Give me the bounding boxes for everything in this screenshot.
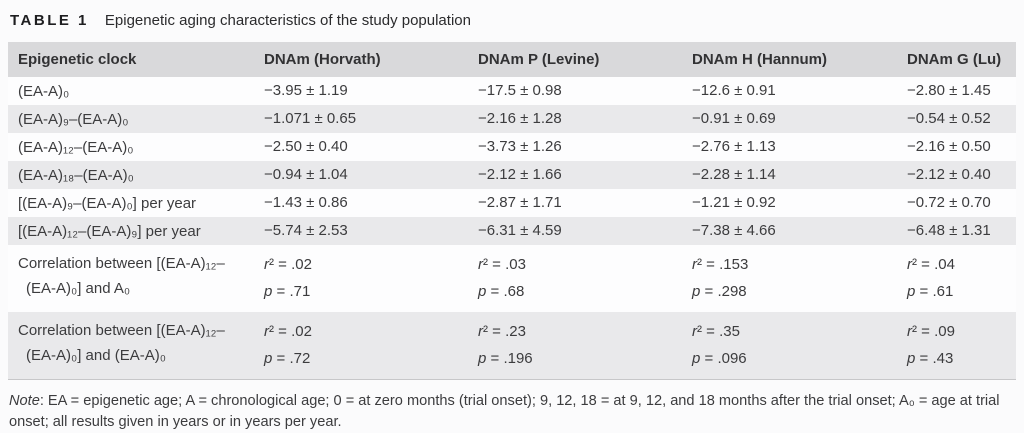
cell-value: −0.54 ± 0.52	[907, 110, 991, 127]
row-label-line: [(EA-A)₁₂–(EA-A)₉] per year	[18, 222, 201, 240]
cell-value: r² = .09 p = .43	[897, 318, 1016, 372]
table-title: Epigenetic aging characteristics of the …	[104, 12, 471, 29]
p-value: p = .298	[692, 283, 747, 300]
row-label-line: (EA-A)₀] and A₀	[26, 280, 131, 297]
p-value: p = .61	[907, 283, 954, 300]
row-label-line: (EA-A)₁₈–(EA-A)₀	[18, 166, 134, 184]
row-label: Correlation between [(EA-A)₁₂– (EA-A)₀] a…	[8, 251, 254, 301]
cell-value: r² = .04 p = .61	[897, 251, 1016, 305]
cell-value: −3.95 ± 1.19	[264, 82, 348, 99]
column-header-epigenetic-clock: Epigenetic clock	[18, 51, 137, 68]
r2-value: r² = .02	[264, 256, 312, 273]
cell-value: −1.21 ± 0.92	[692, 194, 776, 211]
row-label-line: (EA-A)₉–(EA-A)₀	[18, 110, 129, 128]
cell-value: −0.91 ± 0.69	[692, 110, 776, 127]
row-label: (EA-A)₉–(EA-A)₀	[8, 107, 254, 132]
p-value: p = .71	[264, 283, 311, 300]
cell-value: r² = .02 p = .72	[254, 318, 468, 372]
cell-value: −6.31 ± 4.59	[478, 222, 562, 239]
row-label: [(EA-A)₉–(EA-A)₀] per year	[8, 191, 254, 216]
p-value: p = .68	[478, 283, 525, 300]
column-header-dnam-p-levine: DNAm P (Levine)	[478, 51, 600, 68]
column-header-dnam-h-hannum: DNAm H (Hannum)	[692, 51, 827, 68]
table-row: [(EA-A)₉–(EA-A)₀] per year −1.43 ± 0.86 −2…	[8, 189, 1016, 217]
table-row: Correlation between [(EA-A)₁₂– (EA-A)₀] a…	[8, 245, 1016, 312]
note-label: Note	[9, 393, 40, 409]
cell-value: r² = .35 p = .096	[682, 318, 897, 372]
cell-value: r² = .153 p = .298	[682, 251, 897, 305]
table-row: (EA-A)₀ −3.95 ± 1.19 −17.5 ± 0.98 −12.6 ± 0…	[8, 77, 1016, 105]
table-row: (EA-A)₉–(EA-A)₀ −1.071 ± 0.65 −2.16 ± 1.28…	[8, 105, 1016, 133]
cell-value: −2.50 ± 0.40	[264, 138, 348, 155]
cell-value: −2.28 ± 1.14	[692, 166, 776, 183]
data-table: Epigenetic clock DNAm (Horvath) DNAm P (Le…	[8, 42, 1016, 380]
cell-value: −2.16 ± 0.50	[907, 138, 991, 155]
r2-value: r² = .23	[478, 323, 526, 340]
table-row: [(EA-A)₁₂–(EA-A)₉] per year −5.74 ± 2.53 −…	[8, 217, 1016, 245]
cell-value: −5.74 ± 2.53	[264, 222, 348, 239]
column-header-dnam-horvath: DNAm (Horvath)	[264, 51, 381, 68]
r2-value: r² = .04	[907, 256, 955, 273]
cell-value: r² = .23 p = .196	[468, 318, 682, 372]
cell-value: −6.48 ± 1.31	[907, 222, 991, 239]
row-label: (EA-A)₀	[8, 79, 254, 104]
cell-value: −1.43 ± 0.86	[264, 194, 348, 211]
cell-value: r² = .02 p = .71	[254, 251, 468, 305]
row-label-line: [(EA-A)₉–(EA-A)₀] per year	[18, 194, 197, 212]
row-label-line: (EA-A)₁₂–(EA-A)₀	[18, 138, 134, 156]
cell-value: −3.73 ± 1.26	[478, 138, 562, 155]
cell-value: −0.72 ± 0.70	[907, 194, 991, 211]
cell-value: −17.5 ± 0.98	[478, 82, 562, 99]
row-label-line: (EA-A)₀] and (EA-A)₀	[26, 347, 166, 364]
p-value: p = .196	[478, 350, 533, 367]
cell-value: r² = .03 p = .68	[468, 251, 682, 305]
cell-value: −1.071 ± 0.65	[264, 110, 357, 127]
p-value: p = .096	[692, 350, 747, 367]
table-row: Correlation between [(EA-A)₁₂– (EA-A)₀] a…	[8, 312, 1016, 379]
cell-value: −2.80 ± 1.45	[907, 82, 991, 99]
row-label-line: Correlation between [(EA-A)₁₂–	[18, 322, 225, 339]
table-header-row: Epigenetic clock DNAm (Horvath) DNAm P (Le…	[8, 42, 1016, 77]
column-header-dnam-g-lu: DNAm G (Lu)	[907, 51, 1002, 68]
r2-value: r² = .02	[264, 323, 312, 340]
cell-value: −12.6 ± 0.91	[692, 82, 776, 99]
row-label: (EA-A)₁₂–(EA-A)₀	[8, 135, 254, 160]
row-label: Correlation between [(EA-A)₁₂– (EA-A)₀] a…	[8, 318, 254, 368]
row-label: [(EA-A)₁₂–(EA-A)₉] per year	[8, 219, 254, 244]
r2-value: r² = .03	[478, 256, 526, 273]
table-row: (EA-A)₁₈–(EA-A)₀ −0.94 ± 1.04 −2.12 ± 1.66…	[8, 161, 1016, 189]
row-label: (EA-A)₁₈–(EA-A)₀	[8, 163, 254, 188]
row-label-line: Correlation between [(EA-A)₁₂–	[18, 255, 225, 272]
row-label-line: (EA-A)₀	[18, 82, 70, 100]
table-row: (EA-A)₁₂–(EA-A)₀ −2.50 ± 0.40 −3.73 ± 1.26…	[8, 133, 1016, 161]
cell-value: −7.38 ± 4.66	[692, 222, 776, 239]
table-body: (EA-A)₀ −3.95 ± 1.19 −17.5 ± 0.98 −12.6 ± 0…	[8, 77, 1016, 379]
cell-value: −0.94 ± 1.04	[264, 166, 348, 183]
cell-value: −2.16 ± 1.28	[478, 110, 562, 127]
cell-value: −2.76 ± 1.13	[692, 138, 776, 155]
cell-value: −2.12 ± 0.40	[907, 166, 991, 183]
r2-value: r² = .09	[907, 323, 955, 340]
cell-value: −2.12 ± 1.66	[478, 166, 562, 183]
note-text: : EA = epigenetic age; A = chronological…	[9, 393, 1000, 430]
r2-value: r² = .35	[692, 323, 740, 340]
table-caption: TABLE 1 Epigenetic aging characteristics …	[8, 8, 1016, 42]
r2-value: r² = .153	[692, 256, 749, 273]
table-number: TABLE 1	[10, 12, 89, 29]
table-note: Note: EA = epigenetic age; A = chronolog…	[8, 391, 1017, 433]
p-value: p = .43	[907, 350, 954, 367]
cell-value: −2.87 ± 1.71	[478, 194, 562, 211]
p-value: p = .72	[264, 350, 311, 367]
